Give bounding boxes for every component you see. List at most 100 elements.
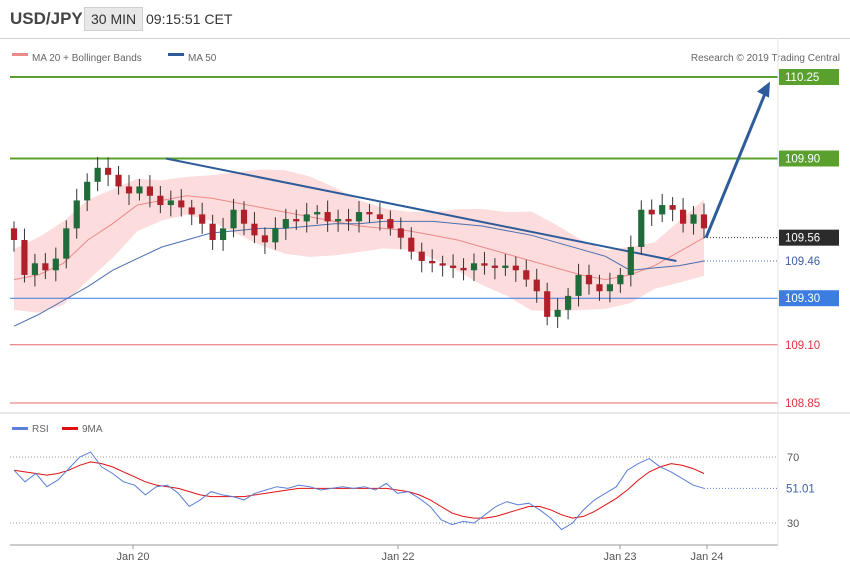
legend-label-rsi: RSI xyxy=(32,424,49,435)
last-price-label-box xyxy=(779,229,839,246)
level-label-box xyxy=(779,336,839,353)
candle-body xyxy=(63,228,70,259)
candle-body xyxy=(502,265,509,268)
level-label-box xyxy=(779,395,839,411)
legend-swatch-bollinger xyxy=(12,53,28,56)
candle-body xyxy=(638,209,645,247)
candle-body xyxy=(94,167,101,182)
candle-body xyxy=(544,291,551,317)
candle-body xyxy=(523,270,530,280)
candle-body xyxy=(585,274,593,285)
candle-body xyxy=(157,195,164,206)
candle-body xyxy=(21,240,28,275)
candle-body xyxy=(261,235,268,243)
legend-swatch-ma50 xyxy=(168,53,184,56)
candle-body xyxy=(314,212,321,215)
candle-body xyxy=(575,274,582,296)
level-label-box xyxy=(779,69,839,85)
candle-body xyxy=(199,214,206,224)
candle-body xyxy=(439,263,446,266)
candle-body xyxy=(596,284,603,292)
candle-body xyxy=(335,219,342,222)
candle-body xyxy=(460,267,467,271)
candle-body xyxy=(125,186,133,194)
candle-body xyxy=(387,219,394,229)
symbol-title: USD/JPY xyxy=(10,9,83,28)
candle-body xyxy=(397,228,404,238)
candle-body xyxy=(188,207,195,215)
candle-body xyxy=(178,200,185,208)
candle-body xyxy=(450,265,457,268)
candle-body xyxy=(418,251,425,261)
level-label: 108.85 xyxy=(785,398,820,410)
copyright-text: Research © 2019 Trading Central xyxy=(691,53,840,64)
candle-body xyxy=(230,209,237,229)
level-label: 109.30 xyxy=(785,293,820,305)
candle-body xyxy=(209,223,216,240)
candle-body xyxy=(690,214,697,224)
rsi-9ma-line xyxy=(13,461,705,519)
candle-body xyxy=(627,246,634,275)
candle-body xyxy=(481,263,488,266)
candle-body xyxy=(240,209,248,224)
candle-body xyxy=(533,279,540,292)
candle-body xyxy=(324,212,331,222)
projection-arrow-head xyxy=(757,81,770,98)
candle-body xyxy=(345,219,352,222)
candle-body xyxy=(31,263,38,275)
candle-body xyxy=(648,209,655,215)
candle-body xyxy=(512,265,519,271)
candle-body xyxy=(565,295,572,310)
x-tick-label: Jan 23 xyxy=(603,551,636,563)
candle-body xyxy=(303,214,310,222)
level-label: 110.25 xyxy=(785,72,819,84)
candle-body xyxy=(366,212,373,215)
resistance-trendline xyxy=(165,157,677,262)
rsi-line xyxy=(13,451,705,531)
candle-body xyxy=(376,214,383,220)
candle-body xyxy=(84,181,91,201)
candle-body xyxy=(669,205,676,210)
level-label: 109.10 xyxy=(785,340,820,352)
ma50-value-label-box xyxy=(779,252,839,269)
price-chart: MA 20 + Bollinger Bands MA 50 Research ©… xyxy=(0,38,850,563)
timeframe-selector[interactable]: 30 MIN xyxy=(84,7,144,31)
bollinger-band xyxy=(14,169,704,313)
candle-body xyxy=(355,212,363,222)
candle-body xyxy=(659,205,666,215)
candle-body xyxy=(680,209,687,224)
x-tick-label: Jan 22 xyxy=(381,551,414,563)
candle-body xyxy=(293,219,300,222)
legend-swatch-9ma xyxy=(62,427,78,430)
rsi-tick-label: 70 xyxy=(787,452,799,464)
candle-body xyxy=(700,214,708,229)
candle-body xyxy=(115,174,122,187)
level-label-box xyxy=(779,150,839,167)
legend-label-ma50: MA 50 xyxy=(188,53,217,64)
ma50-value-label: 109.46 xyxy=(785,256,820,268)
x-tick-label: Jan 20 xyxy=(116,551,149,563)
timestamp: 09:15:51 CET xyxy=(146,11,233,27)
legend-label-bollinger: MA 20 + Bollinger Bands xyxy=(32,53,142,64)
candle-body xyxy=(73,200,80,229)
projection-arrow-line xyxy=(704,93,767,239)
last-price-label: 109.56 xyxy=(785,233,820,245)
candle-body xyxy=(42,263,49,271)
candle-body xyxy=(429,260,436,264)
legend-swatch-rsi xyxy=(12,427,28,430)
candle-body xyxy=(617,274,624,285)
candle-body xyxy=(251,223,258,236)
candle-body xyxy=(272,228,279,243)
candle-body xyxy=(408,237,415,252)
candle-body xyxy=(220,228,227,240)
candle-body xyxy=(136,186,143,194)
candle-body xyxy=(491,265,498,268)
candle-body xyxy=(470,263,478,271)
candle-body xyxy=(282,219,289,229)
candle-body xyxy=(105,167,112,175)
x-tick-label: Jan 24 xyxy=(690,551,723,563)
level-label-box xyxy=(779,290,839,307)
candle-body xyxy=(146,186,153,196)
rsi-tick-label: 30 xyxy=(787,518,799,530)
candle-body xyxy=(10,228,18,240)
